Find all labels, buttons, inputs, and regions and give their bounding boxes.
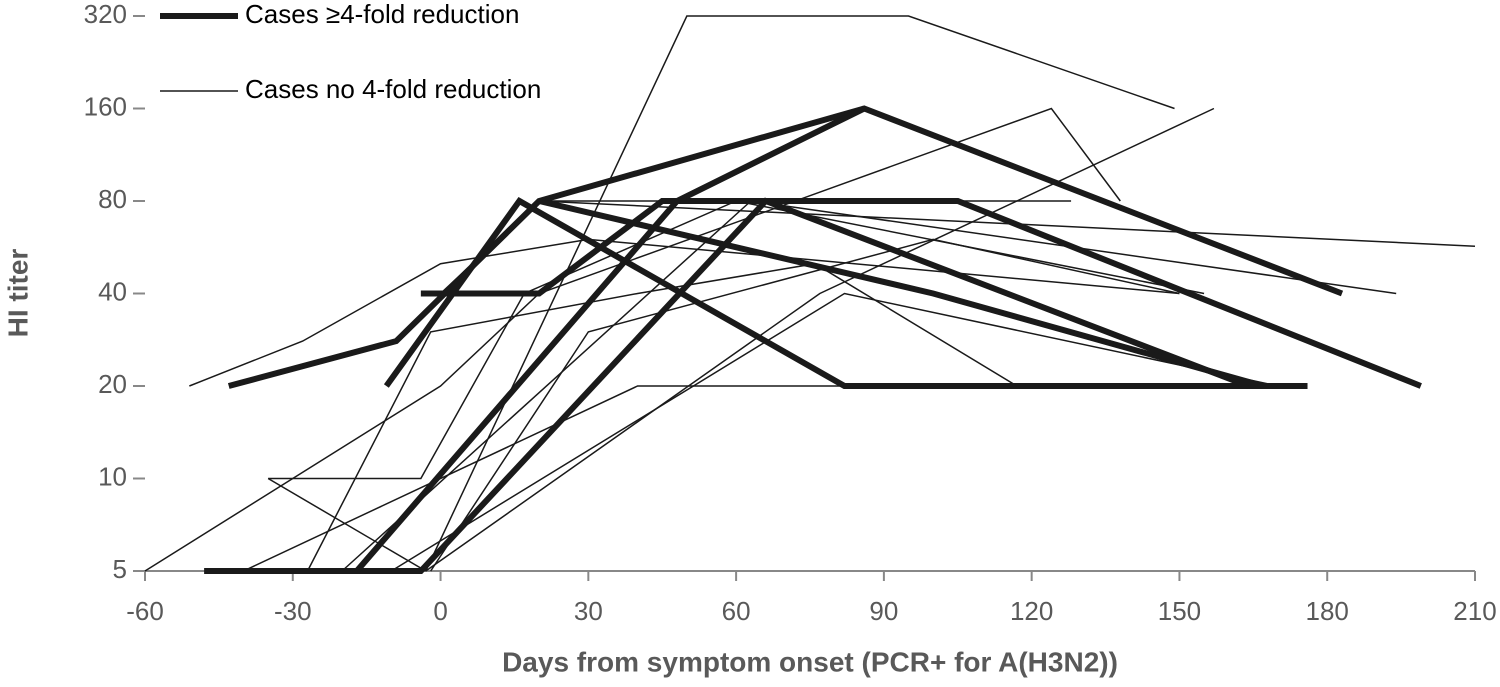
series-line: [267, 477, 427, 572]
series-line: [144, 107, 1121, 572]
series-line: [306, 262, 1018, 572]
y-tick-label: 5: [113, 554, 127, 584]
y-tick-label: 40: [98, 276, 127, 306]
x-tick-label: 0: [433, 596, 447, 626]
legend-label: Cases ≥4-fold reduction: [245, 0, 519, 29]
series-line: [539, 200, 1476, 247]
y-tick-label: 80: [98, 184, 127, 214]
y-axis-title: HI titer: [2, 249, 33, 338]
x-tick-label: 90: [869, 596, 898, 626]
series-line: [440, 200, 1072, 295]
x-tick-label: -30: [274, 596, 312, 626]
x-tick-label: 120: [1010, 596, 1053, 626]
series-line: [189, 238, 1180, 387]
legend-label: Cases no 4-fold reduction: [245, 74, 541, 104]
x-tick-label: -60: [126, 596, 164, 626]
x-axis-title: Days from symptom onset (PCR+ for A(H3N2…: [502, 646, 1118, 677]
x-tick-label: 210: [1453, 596, 1496, 626]
series-line: [268, 200, 1205, 480]
series-line: [430, 238, 1180, 572]
series-line: [341, 200, 1397, 572]
x-tick-label: 180: [1306, 596, 1349, 626]
y-tick-label: 160: [84, 91, 127, 121]
y-tick-label: 20: [98, 369, 127, 399]
series-line: [425, 15, 1175, 572]
y-tick-label: 320: [84, 0, 127, 29]
series-line: [243, 385, 1229, 572]
series-line: [425, 107, 1215, 572]
y-tick-label: 10: [98, 461, 127, 491]
x-tick-label: 60: [722, 596, 751, 626]
series-line: [204, 197, 1250, 574]
series-line: [538, 198, 1264, 389]
x-tick-label: 30: [574, 596, 603, 626]
x-tick-label: 150: [1158, 596, 1201, 626]
series-line: [390, 292, 1279, 572]
